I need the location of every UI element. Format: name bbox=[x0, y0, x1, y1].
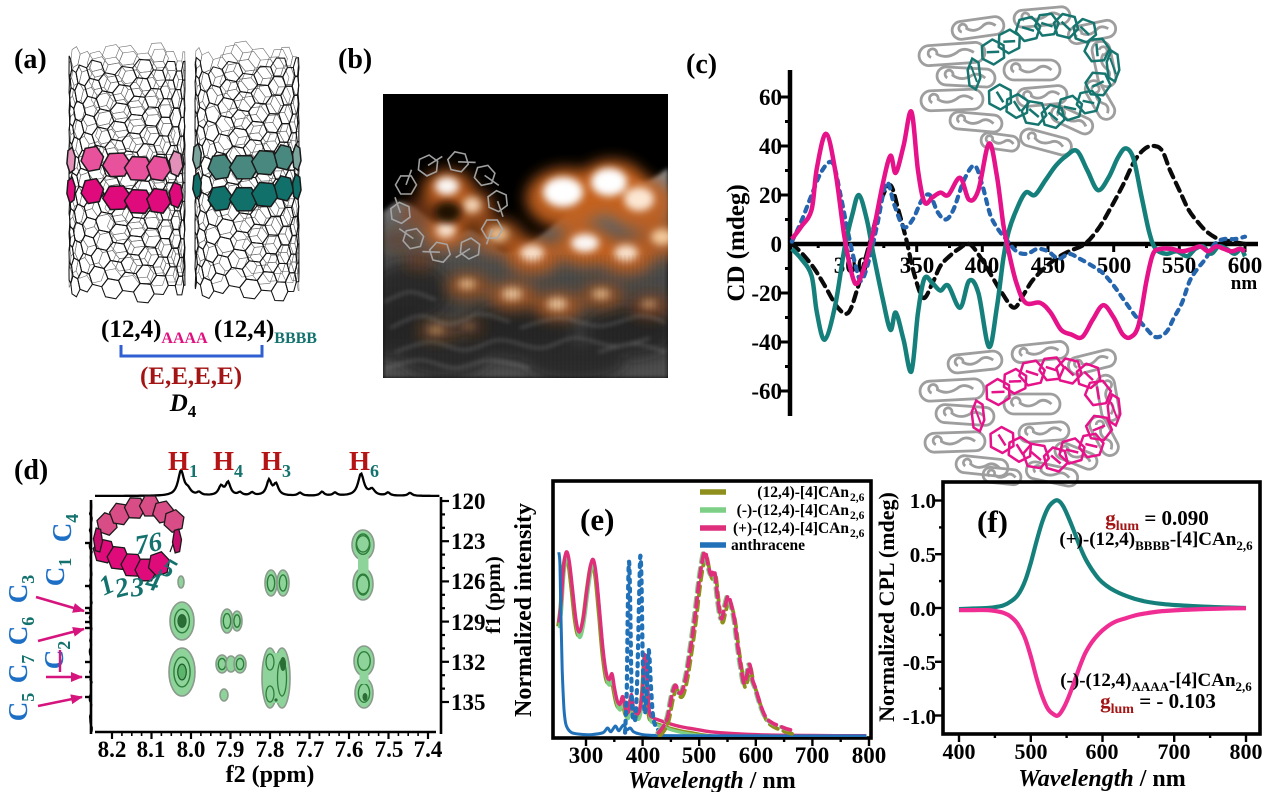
svg-text:1.0: 1.0 bbox=[910, 489, 936, 513]
svg-text:-40: -40 bbox=[751, 330, 782, 355]
svg-text:135: 135 bbox=[451, 690, 486, 715]
svg-text:(e): (e) bbox=[580, 502, 614, 537]
svg-text:800: 800 bbox=[1230, 739, 1263, 764]
svg-text:600: 600 bbox=[1086, 739, 1119, 764]
svg-text:132: 132 bbox=[451, 650, 486, 675]
svg-text:400: 400 bbox=[943, 739, 976, 764]
svg-text:(12,4)AAAA (12,4)BBBB: (12,4)AAAA (12,4)BBBB bbox=[101, 316, 317, 347]
svg-text:nm: nm bbox=[1231, 273, 1258, 294]
svg-text:-20: -20 bbox=[751, 281, 782, 306]
svg-text:0.5: 0.5 bbox=[910, 543, 936, 567]
svg-text:700: 700 bbox=[795, 743, 830, 768]
svg-text:C6: C6 bbox=[3, 617, 38, 646]
svg-text:f1 (ppm): f1 (ppm) bbox=[481, 556, 505, 634]
svg-text:7.8: 7.8 bbox=[256, 737, 285, 762]
svg-text:20: 20 bbox=[759, 183, 782, 208]
svg-text:(b): (b) bbox=[338, 44, 372, 75]
svg-text:Wavelength / nm: Wavelength / nm bbox=[1018, 766, 1186, 792]
svg-text:600: 600 bbox=[1228, 253, 1263, 278]
svg-text:500: 500 bbox=[682, 743, 717, 768]
svg-text:CD (mdeg): CD (mdeg) bbox=[723, 184, 750, 301]
svg-text:350: 350 bbox=[900, 253, 935, 278]
svg-text:(12,4)-[4]CAn: (12,4)-[4]CAn bbox=[757, 484, 849, 501]
svg-text:(-)-(12,4)AAAA-[4]CAn2,6: (-)-(12,4)AAAA-[4]CAn2,6 bbox=[1060, 670, 1252, 694]
svg-text:(-)-(12,4)-[4]CAn: (-)-(12,4)-[4]CAn bbox=[737, 502, 850, 519]
svg-text:700: 700 bbox=[1158, 739, 1191, 764]
svg-text:(f): (f) bbox=[977, 504, 1008, 539]
svg-text:f2 (ppm): f2 (ppm) bbox=[226, 762, 315, 788]
svg-text:600: 600 bbox=[739, 743, 774, 768]
svg-text:126: 126 bbox=[451, 569, 486, 594]
svg-text:-1.0: -1.0 bbox=[903, 705, 936, 729]
svg-text:8.0: 8.0 bbox=[177, 737, 206, 762]
svg-text:40: 40 bbox=[759, 134, 782, 159]
svg-text:7.9: 7.9 bbox=[216, 737, 245, 762]
svg-text:glum = - 0.103: glum = - 0.103 bbox=[1100, 689, 1216, 717]
svg-text:7.7: 7.7 bbox=[296, 737, 325, 762]
svg-text:glum = 0.090: glum = 0.090 bbox=[1105, 506, 1209, 534]
svg-text:500: 500 bbox=[1015, 739, 1048, 764]
svg-text:Wavelength / nm: Wavelength / nm bbox=[628, 768, 796, 792]
svg-text:(d): (d) bbox=[14, 455, 48, 486]
svg-text:8.2: 8.2 bbox=[98, 737, 127, 762]
svg-text:2,6: 2,6 bbox=[850, 510, 865, 522]
svg-text:Normalized intensity: Normalized intensity bbox=[511, 503, 537, 717]
svg-text:7.6: 7.6 bbox=[335, 737, 364, 762]
svg-text:anthracene: anthracene bbox=[731, 537, 805, 554]
svg-text:(+)-(12,4)-[4]CAn: (+)-(12,4)-[4]CAn bbox=[733, 520, 849, 537]
svg-text:(E,E,E,E): (E,E,E,E) bbox=[140, 363, 242, 390]
svg-text:400: 400 bbox=[626, 743, 661, 768]
svg-text:0.0: 0.0 bbox=[910, 597, 936, 621]
svg-text:129: 129 bbox=[451, 610, 486, 635]
svg-text:0: 0 bbox=[771, 232, 783, 257]
svg-text:(c): (c) bbox=[686, 49, 717, 80]
svg-text:123: 123 bbox=[451, 529, 486, 554]
svg-text:C3: C3 bbox=[3, 575, 38, 604]
svg-text:120: 120 bbox=[451, 489, 486, 514]
svg-text:-0.5: -0.5 bbox=[903, 651, 936, 675]
svg-text:C5: C5 bbox=[3, 693, 38, 722]
svg-text:7.4: 7.4 bbox=[414, 737, 443, 762]
svg-text:3: 3 bbox=[129, 572, 146, 603]
svg-text:60: 60 bbox=[759, 85, 782, 110]
svg-text:550: 550 bbox=[1162, 253, 1197, 278]
svg-text:2,6: 2,6 bbox=[850, 528, 865, 540]
svg-text:8.1: 8.1 bbox=[137, 737, 166, 762]
svg-text:Normalized CPL (mdeg): Normalized CPL (mdeg) bbox=[874, 492, 899, 722]
svg-text:800: 800 bbox=[852, 743, 887, 768]
svg-text:2,6: 2,6 bbox=[850, 492, 865, 504]
svg-text:2: 2 bbox=[111, 571, 132, 604]
svg-text:76: 76 bbox=[133, 526, 165, 560]
svg-text:-60: -60 bbox=[751, 379, 782, 404]
svg-text:(+)-(12,4)BBBB-[4]CAn2,6: (+)-(12,4)BBBB-[4]CAn2,6 bbox=[1059, 529, 1253, 553]
svg-text:7.5: 7.5 bbox=[375, 737, 404, 762]
svg-text:300: 300 bbox=[569, 743, 604, 768]
svg-text:4: 4 bbox=[142, 565, 163, 598]
svg-text:(a): (a) bbox=[14, 44, 47, 75]
